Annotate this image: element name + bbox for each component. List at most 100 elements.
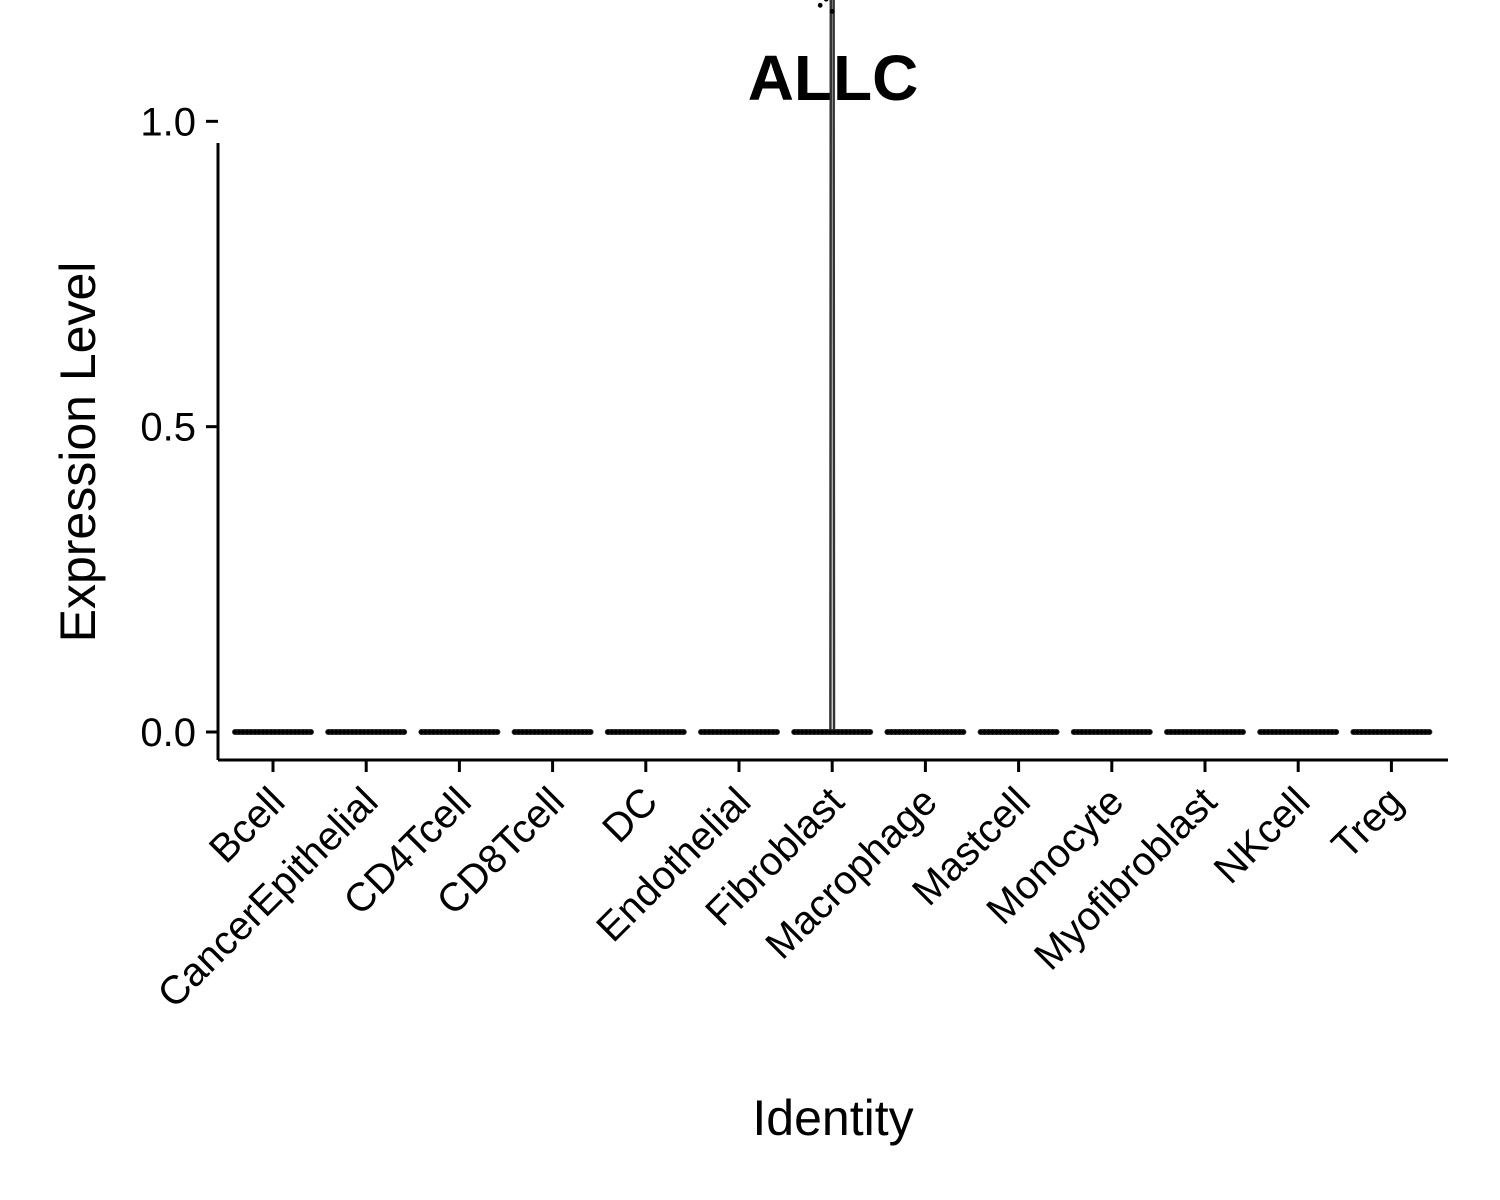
data-point xyxy=(933,729,938,735)
data-point xyxy=(730,729,736,735)
data-point xyxy=(475,729,480,735)
data-point xyxy=(949,729,954,735)
data-point xyxy=(296,729,302,735)
data-point xyxy=(641,729,646,735)
data-point xyxy=(1294,729,1299,735)
data-point xyxy=(1038,729,1043,735)
data-point xyxy=(1270,729,1275,735)
plot-area xyxy=(232,0,1433,735)
data-point xyxy=(1298,729,1303,735)
data-point xyxy=(1379,729,1384,735)
data-point xyxy=(1119,729,1125,735)
x-tick-label: NKcell xyxy=(1206,779,1319,892)
data-point xyxy=(435,729,440,735)
data-point xyxy=(427,729,432,735)
data-point xyxy=(300,729,306,735)
data-point xyxy=(1359,729,1364,735)
data-point xyxy=(512,729,517,735)
data-point xyxy=(661,729,666,735)
data-point xyxy=(913,729,918,735)
data-point xyxy=(334,729,339,735)
data-point xyxy=(288,729,294,735)
data-point xyxy=(556,729,561,735)
data-point xyxy=(439,729,444,735)
data-point xyxy=(419,729,424,735)
data-point xyxy=(491,729,496,735)
data-point xyxy=(1282,729,1287,735)
data-point xyxy=(706,729,712,735)
data-point xyxy=(1236,729,1242,735)
data-point xyxy=(256,729,262,735)
data-point xyxy=(1216,729,1222,735)
data-point xyxy=(260,729,266,735)
data-point xyxy=(738,729,744,735)
data-point xyxy=(681,729,686,735)
data-point xyxy=(520,729,525,735)
data-point xyxy=(1262,729,1267,735)
data-point xyxy=(649,729,654,735)
data-point xyxy=(852,729,857,735)
data-point xyxy=(524,729,529,735)
data-point xyxy=(459,729,464,735)
data-point xyxy=(1164,729,1170,735)
data-point xyxy=(665,729,670,735)
data-point xyxy=(1184,729,1190,735)
data-point xyxy=(1274,729,1279,735)
data-point xyxy=(1099,729,1105,735)
y-axis-label: Expression Level xyxy=(50,262,106,643)
data-point xyxy=(864,729,869,735)
data-point xyxy=(588,729,593,735)
y-tick-label: 1.0 xyxy=(140,100,196,144)
data-point xyxy=(308,729,314,735)
data-point xyxy=(885,729,890,735)
data-point xyxy=(1326,729,1331,735)
data-point xyxy=(346,729,351,735)
data-point xyxy=(829,9,835,14)
data-point xyxy=(945,729,950,735)
data-point xyxy=(1172,729,1178,735)
data-point xyxy=(1083,729,1089,735)
data-point xyxy=(796,729,801,735)
data-point xyxy=(1042,729,1047,735)
data-point xyxy=(994,729,999,735)
data-point xyxy=(629,729,634,735)
data-point xyxy=(812,729,817,735)
data-point xyxy=(236,729,242,735)
data-point xyxy=(447,729,452,735)
data-point xyxy=(710,729,716,735)
data-point xyxy=(986,729,991,735)
data-point xyxy=(742,729,748,735)
data-point xyxy=(677,729,682,735)
data-point xyxy=(350,729,355,735)
data-point xyxy=(552,729,557,735)
data-point xyxy=(272,729,278,735)
data-point xyxy=(702,729,708,735)
data-point xyxy=(280,729,286,735)
data-point xyxy=(714,729,720,735)
data-point xyxy=(1391,729,1396,735)
data-point xyxy=(868,729,873,735)
data-point xyxy=(1111,729,1117,735)
data-point xyxy=(1399,729,1404,735)
data-point xyxy=(762,729,768,735)
data-point xyxy=(836,729,841,735)
data-point xyxy=(1026,729,1031,735)
data-point xyxy=(1212,729,1218,735)
data-point xyxy=(925,729,930,735)
data-point xyxy=(909,729,914,735)
data-point xyxy=(564,729,569,735)
data-point xyxy=(653,729,658,735)
data-point xyxy=(718,729,724,735)
data-point xyxy=(1050,729,1055,735)
data-point xyxy=(1196,729,1202,735)
data-point xyxy=(823,0,829,2)
data-point xyxy=(929,729,934,735)
data-point xyxy=(326,729,331,735)
data-point xyxy=(961,729,966,735)
data-point xyxy=(848,729,853,735)
data-point xyxy=(1139,729,1145,735)
data-point xyxy=(1127,729,1133,735)
data-point xyxy=(1010,729,1015,735)
data-point xyxy=(844,729,849,735)
